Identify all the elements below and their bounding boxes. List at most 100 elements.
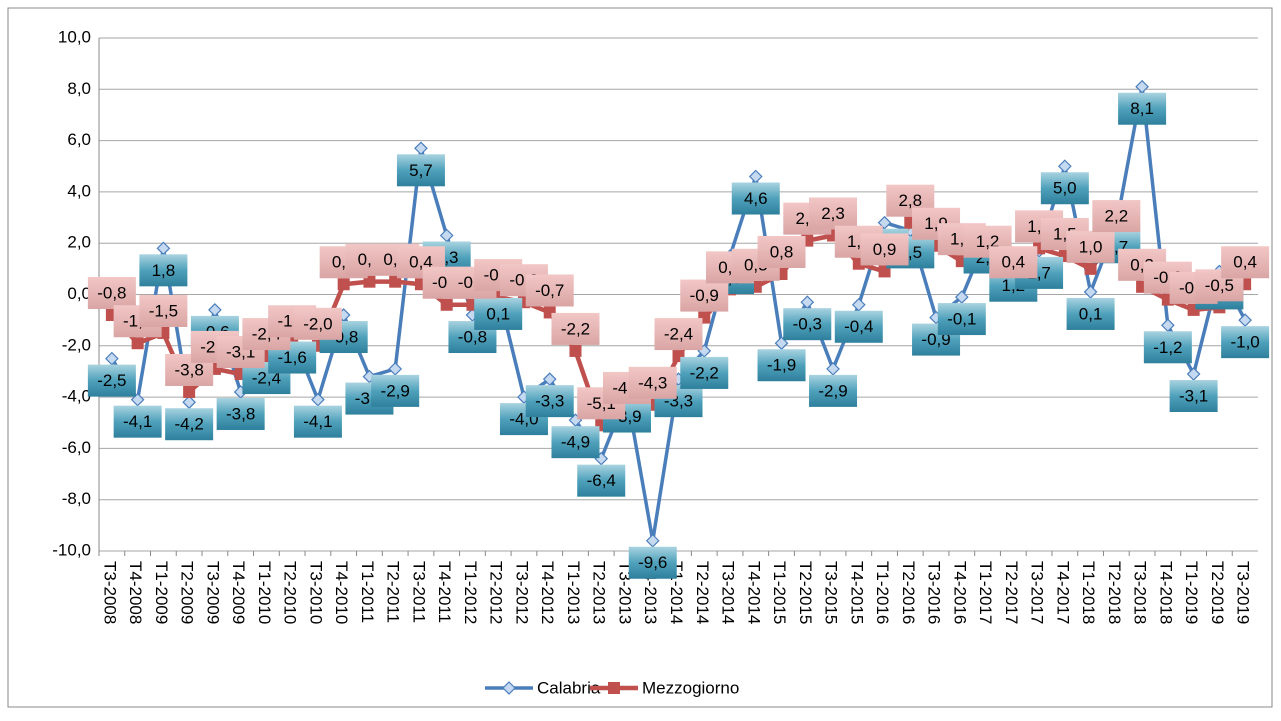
marker bbox=[1084, 262, 1097, 275]
data-label: -3,1 bbox=[1179, 386, 1208, 405]
data-label: -0,9 bbox=[690, 286, 719, 305]
x-tick-label: T4-2016 bbox=[950, 561, 969, 624]
data-label: -4,9 bbox=[561, 433, 590, 452]
legend-label: Mezzogiorno bbox=[642, 678, 739, 697]
data-label: -4,2 bbox=[174, 415, 203, 434]
x-tick-label: T1-2011 bbox=[358, 561, 377, 623]
x-tick-label: T2-2013 bbox=[590, 561, 609, 624]
data-label: 0,8 bbox=[770, 242, 794, 261]
x-tick-label: T4-2015 bbox=[847, 561, 866, 624]
data-label-box bbox=[1066, 230, 1115, 263]
x-tick-label: T3-2008 bbox=[100, 561, 119, 624]
y-tick-label: -10,0 bbox=[52, 540, 91, 559]
data-label-box bbox=[834, 310, 883, 343]
data-label: -0,8 bbox=[458, 328, 487, 347]
y-tick-label: -4,0 bbox=[62, 387, 91, 406]
data-label-box bbox=[87, 277, 136, 310]
data-label: -1,0 bbox=[1230, 333, 1259, 352]
data-label: -0,4 bbox=[844, 317, 873, 336]
x-tick-label: T1-2016 bbox=[873, 561, 892, 624]
data-label-box bbox=[1118, 92, 1167, 125]
x-tick-label: T3-2018 bbox=[1131, 561, 1150, 624]
data-label: -4,3 bbox=[638, 373, 667, 392]
x-tick-label: T2-2010 bbox=[281, 561, 300, 624]
data-label: -2,9 bbox=[818, 381, 847, 400]
x-tick-label: T4-2009 bbox=[229, 561, 248, 624]
x-tick-label: T1-2012 bbox=[461, 561, 480, 624]
x-tick-label: T3-2009 bbox=[203, 561, 222, 624]
marker bbox=[131, 337, 144, 350]
data-label-box bbox=[139, 254, 188, 287]
x-tick-label: T1-2018 bbox=[1079, 561, 1098, 624]
data-label-box bbox=[551, 312, 600, 345]
data-label-box bbox=[628, 546, 677, 579]
data-label: -2,2 bbox=[561, 319, 590, 338]
marker bbox=[569, 344, 582, 357]
data-label-box bbox=[1040, 172, 1089, 205]
data-label: -2,4 bbox=[664, 325, 693, 344]
data-label: 8,1 bbox=[1130, 99, 1154, 118]
data-label: -2,0 bbox=[303, 314, 332, 333]
x-tick-label: T3-2015 bbox=[822, 561, 841, 624]
data-label-box bbox=[87, 364, 136, 397]
data-label: -4,1 bbox=[303, 412, 332, 431]
y-tick-label: 10,0 bbox=[58, 27, 91, 46]
marker bbox=[878, 265, 891, 278]
x-tick-label: T3-2010 bbox=[306, 561, 325, 624]
data-label-box bbox=[1143, 331, 1192, 364]
data-label-box bbox=[216, 397, 265, 430]
x-tick-label: T2-2011 bbox=[384, 561, 403, 623]
x-tick-label: T4-2014 bbox=[744, 561, 763, 624]
y-tick-label: 4,0 bbox=[67, 181, 91, 200]
data-label-box bbox=[783, 308, 832, 341]
data-label-box bbox=[1169, 380, 1218, 413]
data-label: 0,4 bbox=[1233, 253, 1257, 272]
data-label: -4,1 bbox=[123, 412, 152, 431]
legend: Calabria Mezzogiorno bbox=[485, 678, 739, 697]
x-tick-label: T2-2009 bbox=[178, 561, 197, 624]
data-label: -3,3 bbox=[535, 392, 564, 411]
data-label-box bbox=[1092, 200, 1141, 233]
data-label-box bbox=[654, 318, 703, 351]
x-tick-label: T4-2011 bbox=[435, 561, 454, 623]
y-tick-label: 6,0 bbox=[67, 130, 91, 149]
data-label-box bbox=[165, 408, 214, 441]
marker bbox=[608, 682, 620, 694]
data-label-box bbox=[525, 274, 574, 307]
data-label: 1,8 bbox=[152, 261, 176, 280]
marker bbox=[337, 278, 350, 291]
x-tick-label: T3-2017 bbox=[1028, 561, 1047, 624]
data-label-box bbox=[757, 349, 806, 382]
data-label: 0,1 bbox=[1079, 304, 1103, 323]
data-label-box bbox=[396, 154, 445, 187]
x-tick-label: T3-2019 bbox=[1234, 561, 1253, 624]
data-label: 0,4 bbox=[1002, 253, 1026, 272]
data-label: -1,2 bbox=[1153, 338, 1182, 357]
data-label-box bbox=[680, 279, 729, 312]
data-label: -1,5 bbox=[149, 301, 178, 320]
x-tick-label: T1-2009 bbox=[152, 561, 171, 624]
x-tick-label: T3-2012 bbox=[512, 561, 531, 624]
x-tick-label: T4-2018 bbox=[1156, 561, 1175, 624]
data-label: 2,2 bbox=[1105, 207, 1129, 226]
data-label: -1,6 bbox=[278, 348, 307, 367]
data-label-box bbox=[293, 307, 342, 340]
data-label: 2,8 bbox=[898, 191, 922, 210]
data-label-box bbox=[525, 385, 574, 418]
x-tick-label: T2-2016 bbox=[899, 561, 918, 624]
data-label-box bbox=[809, 197, 858, 230]
data-labels: -2,5-4,11,8-4,2-0,6-3,8-2,4-1,6-4,1-0,8-… bbox=[87, 92, 1270, 579]
x-tick-label: T4-2010 bbox=[332, 561, 351, 624]
x-tick-label: T2-2014 bbox=[693, 561, 712, 624]
x-tick-label: T2-2015 bbox=[796, 561, 815, 624]
data-label-box bbox=[113, 405, 162, 438]
legend-label: Calabria bbox=[537, 678, 601, 697]
x-tick-label: T4-2008 bbox=[126, 561, 145, 624]
data-label-box bbox=[937, 303, 986, 336]
data-label-box bbox=[293, 405, 342, 438]
marker bbox=[363, 275, 376, 288]
data-label: -6,4 bbox=[587, 471, 616, 490]
marker bbox=[389, 275, 402, 288]
x-tick-label: T2-2019 bbox=[1208, 561, 1227, 624]
